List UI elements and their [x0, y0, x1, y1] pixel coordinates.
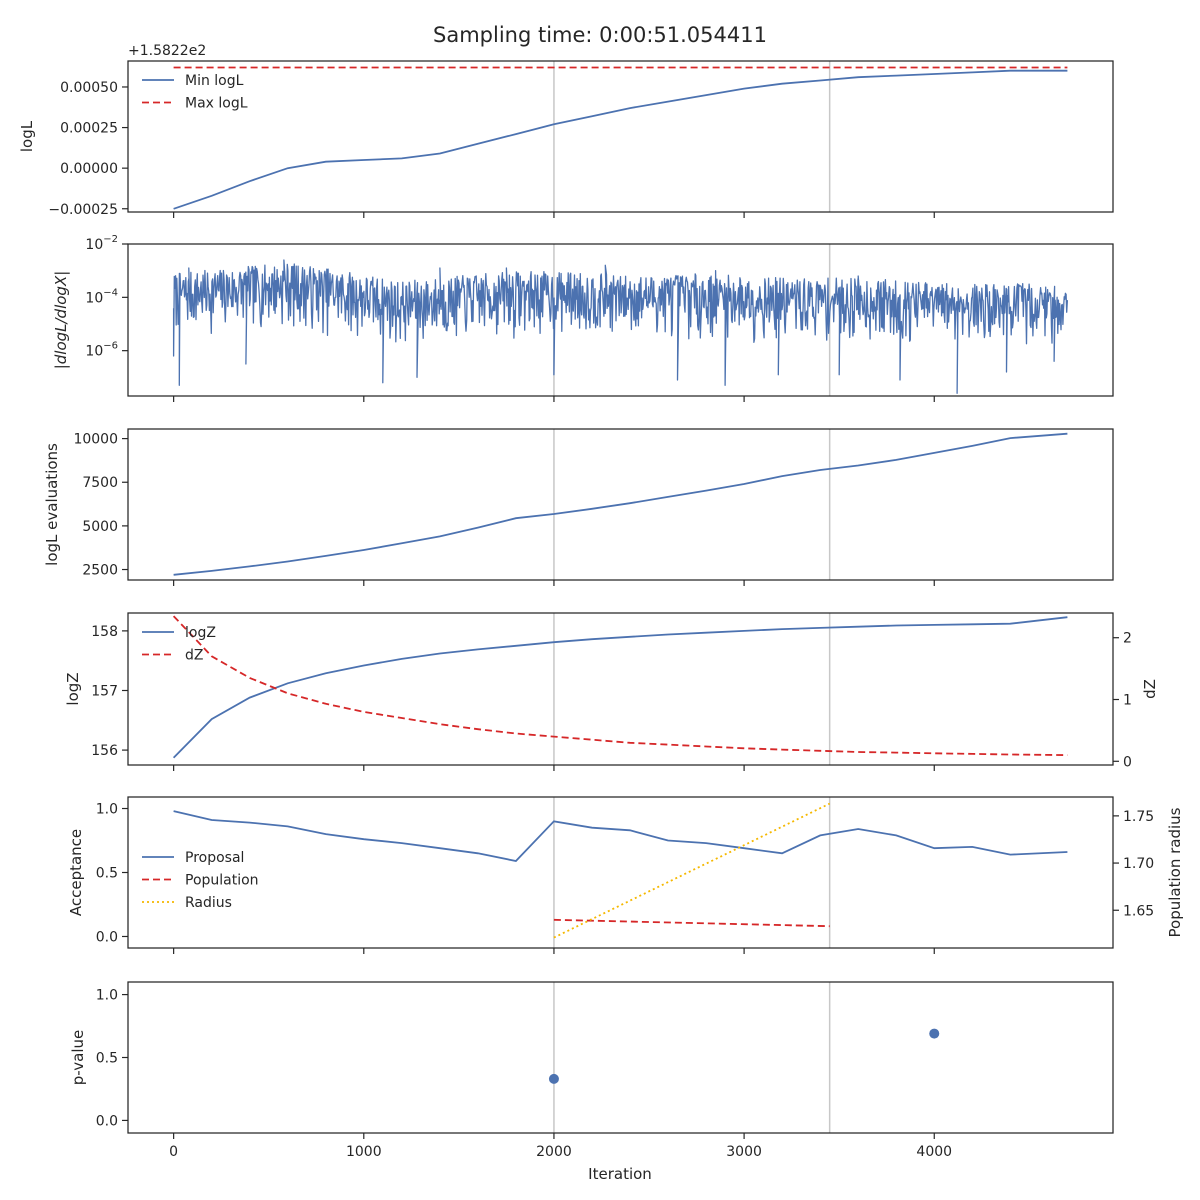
y-tick-label: 1.0: [96, 988, 118, 1004]
y-tick-label: 0.00050: [60, 80, 118, 96]
y-tick-label: 10−6: [85, 341, 118, 360]
data-point: [929, 1028, 940, 1039]
axes-frame: [127, 428, 1114, 581]
figure-title: Sampling time: 0:00:51.054411: [433, 23, 767, 47]
y-axis-label: logZ: [64, 672, 82, 705]
x-tick-label: 0: [169, 1144, 178, 1160]
right-y-tick-label: 1.75: [1123, 809, 1154, 825]
data-point: [548, 1073, 559, 1084]
legend-label: Min logL: [185, 73, 244, 89]
y-tick-label: 10−2: [85, 234, 118, 253]
y-tick-label: −0.00025: [48, 202, 118, 218]
right-y-tick-label: 1: [1123, 693, 1132, 709]
x-axis-label: Iteration: [588, 1165, 652, 1183]
radius-series-line: [553, 802, 831, 939]
proposal-series-line: [173, 810, 1068, 862]
y-tick-label: 0.5: [96, 1051, 118, 1067]
dz-series-line: [172, 615, 1068, 756]
panel-pvalue: 0 1000 2000 3000 4000 0.0 0.5 1.0 p-value: [69, 981, 1114, 1160]
y-tick-exponent: −4: [103, 287, 118, 298]
y-tick-label: 0.00000: [60, 161, 118, 177]
logz-series-line: [172, 616, 1068, 759]
evals-series-line: [173, 432, 1068, 576]
y-tick-label: 0.00025: [60, 121, 118, 137]
y-tick-label: 10−4: [85, 287, 118, 306]
dlogl-series-line: [172, 259, 1069, 394]
y-tick-label: 0.0: [96, 929, 118, 945]
x-tick-label: 1000: [346, 1144, 382, 1160]
legend-label: logZ: [185, 625, 216, 641]
axes-frame: [127, 243, 1114, 397]
legend-label: Radius: [185, 895, 232, 911]
population-series-line: [553, 918, 830, 928]
y-tick-exponent: −6: [103, 341, 118, 352]
x-tick-label: 4000: [916, 1144, 952, 1160]
panel-acceptance: 0.0 0.5 1.0 1.65 1.70 1.75 Population radius Ac…: [67, 796, 1184, 954]
y-tick-label: 1.0: [96, 802, 118, 818]
y-axis-label: logL evaluations: [43, 443, 61, 566]
y-tick-label: 7500: [82, 475, 118, 491]
y-axis-label: Acceptance: [67, 829, 85, 916]
legend-label: Max logL: [185, 96, 248, 112]
y-axis-label: |dlogL/dlogX|: [52, 271, 70, 370]
y-tick-base: 10: [85, 237, 103, 253]
panel-logz: 156 157 158 0 1 2 dZ logZ logZ dZ: [64, 612, 1159, 771]
y-tick-label: 157: [91, 683, 118, 699]
legend-label: Proposal: [185, 850, 244, 866]
y-tick-label: 158: [91, 624, 118, 640]
right-y-axis-label: dZ: [1141, 679, 1159, 699]
axes-frame: [127, 60, 1114, 213]
y-tick-label: 0.5: [96, 866, 118, 882]
y-tick-base: 10: [85, 290, 103, 306]
legend-label: dZ: [185, 648, 203, 664]
y-tick-label: 156: [91, 743, 118, 759]
panel-evals: 2500 5000 7500 10000 logL evaluations: [43, 428, 1114, 586]
legend-label: Population: [185, 873, 259, 889]
y-tick-exponent: −2: [103, 234, 118, 245]
min-logl-series-line: [173, 69, 1068, 210]
right-y-axis-label: Population radius: [1166, 807, 1184, 937]
panel-logl: −0.00025 0.00000 0.00025 0.00050 logL +1.5822…: [18, 43, 1114, 218]
axes-frame: [127, 612, 1114, 766]
panel-dlogl: 10−610−410−2|dlogL/dlogX|: [52, 234, 1114, 402]
y-tick-label: 0.0: [96, 1113, 118, 1129]
x-tick-label: 2000: [536, 1144, 572, 1160]
y-tick-base: 10: [85, 344, 103, 360]
right-y-tick-label: 2: [1123, 631, 1132, 647]
right-y-tick-label: 0: [1123, 754, 1132, 770]
right-y-tick-label: 1.70: [1123, 856, 1154, 872]
x-tick-label: 3000: [726, 1144, 762, 1160]
y-tick-label: 10000: [73, 432, 118, 448]
y-offset-label: +1.5822e2: [128, 43, 206, 59]
y-axis-label: p-value: [69, 1030, 87, 1086]
y-tick-label: 5000: [82, 519, 118, 535]
right-y-tick-label: 1.65: [1123, 903, 1154, 919]
y-tick-label: 2500: [82, 563, 118, 579]
y-axis-label: logL: [18, 120, 36, 152]
